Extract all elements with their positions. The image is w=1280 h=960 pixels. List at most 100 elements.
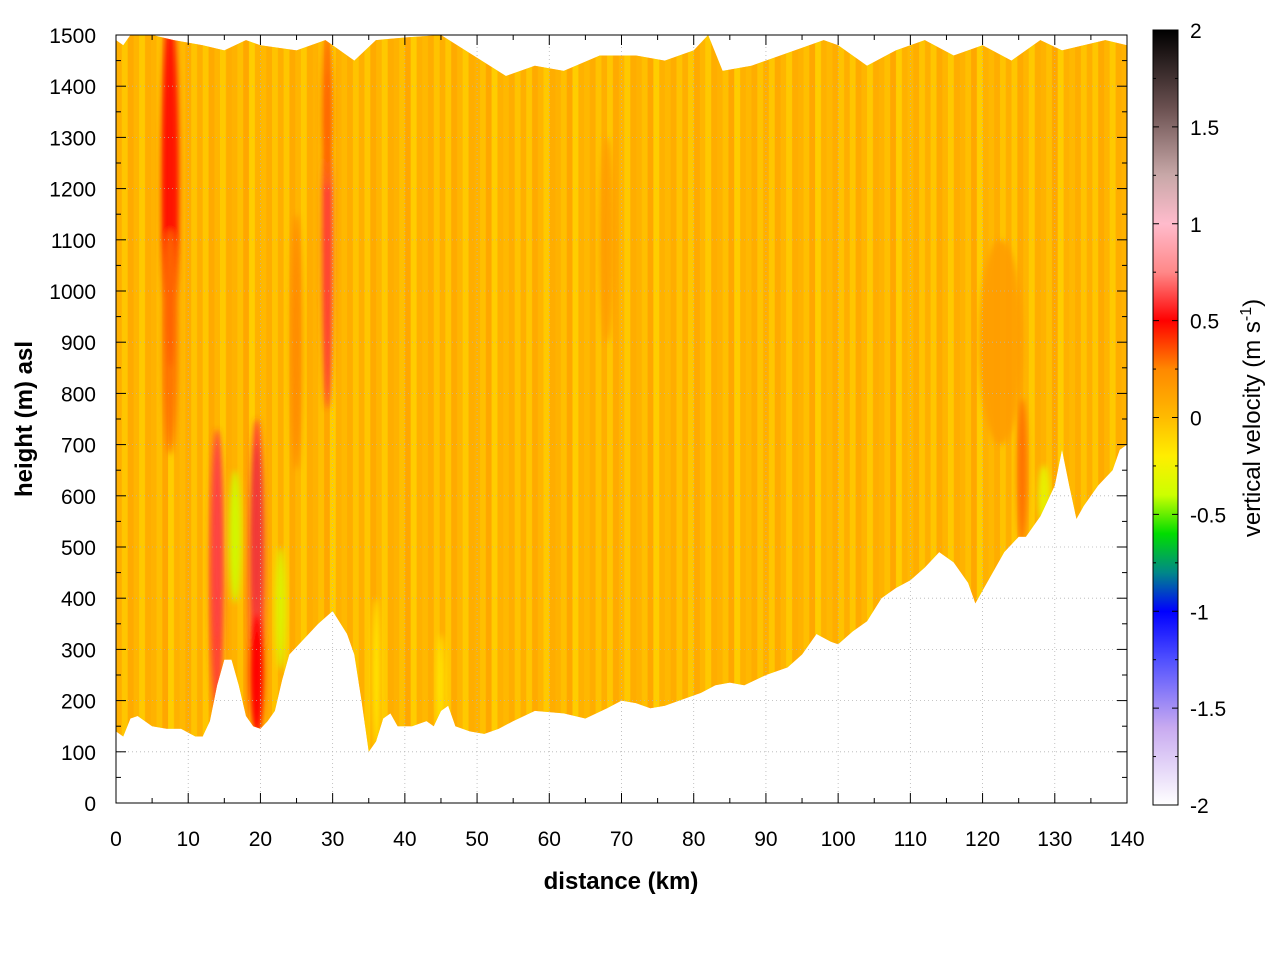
velocity-feature	[162, 229, 178, 455]
y-tick-label: 900	[61, 332, 96, 355]
field-streak	[843, 35, 851, 752]
colorbar-tick-label: 1	[1190, 214, 1202, 237]
field-streak	[150, 35, 157, 752]
field-streak	[202, 35, 209, 752]
field-streak	[231, 35, 238, 752]
field-streak	[508, 35, 516, 752]
field-streak	[635, 35, 643, 752]
field-streak	[774, 35, 781, 752]
field-streak	[768, 35, 776, 752]
field-streak	[491, 35, 498, 752]
field-streak	[537, 35, 545, 752]
field-streak	[942, 35, 949, 752]
x-tick-label: 90	[754, 828, 777, 851]
field-streak	[520, 35, 527, 752]
field-streak	[214, 35, 221, 752]
velocity-feature	[599, 137, 615, 343]
field-streak	[797, 35, 804, 752]
velocity-field-stripes	[116, 35, 1127, 752]
field-streak	[225, 35, 233, 752]
field-streak	[815, 35, 822, 752]
field-streak	[1115, 35, 1122, 752]
field-streak	[595, 35, 602, 752]
field-streak	[618, 35, 625, 752]
field-streak	[445, 35, 452, 752]
x-tick-label: 70	[610, 828, 633, 851]
colorbar-tick-label: -2	[1190, 795, 1209, 818]
field-streak	[739, 35, 747, 752]
field-streak	[375, 35, 383, 752]
field-streak	[687, 35, 695, 752]
field-streak	[485, 35, 493, 752]
field-streak	[861, 35, 868, 752]
y-axis-title: height (m) asl	[11, 341, 38, 497]
field-streak	[560, 35, 568, 752]
x-axis-title: distance (km)	[544, 868, 699, 895]
field-streak	[514, 35, 521, 752]
field-streak	[699, 35, 706, 752]
y-tick-label: 300	[61, 639, 96, 662]
field-streak	[404, 35, 412, 752]
field-streak	[462, 35, 469, 752]
field-streak	[121, 35, 129, 752]
field-streak	[578, 35, 585, 752]
field-streak	[422, 35, 429, 752]
field-streak	[456, 35, 464, 752]
colorbar: 2 1.5 1 0.5 0 -0.5 -1 -1.5 -2 vertical velocity …	[1152, 20, 1266, 818]
field-streak	[1080, 35, 1088, 752]
field-streak	[780, 35, 787, 752]
field-streak	[676, 35, 683, 752]
colorbar-tick-label: 0	[1190, 408, 1202, 431]
field-streak	[358, 35, 365, 752]
field-streak	[693, 35, 700, 752]
field-streak	[300, 35, 308, 752]
field-streak	[566, 35, 573, 752]
field-streak	[971, 35, 978, 752]
colorbar-frame	[1152, 29, 1179, 806]
colorbar-tick-labels: 2 1.5 1 0.5 0 -0.5 -1 -1.5 -2	[1190, 20, 1226, 818]
field-streak	[1103, 35, 1111, 752]
field-streak	[826, 35, 833, 752]
y-tick-label: 0	[84, 793, 96, 816]
plot-frame	[115, 34, 1128, 804]
field-streak	[757, 35, 764, 752]
field-streak	[1109, 35, 1116, 752]
x-tick-labels: 0 10 20 30 40 50 60 70 80 90 100 110 120 130 140	[110, 828, 1144, 851]
field-streak	[312, 35, 319, 752]
field-streak	[820, 35, 828, 752]
field-streak	[335, 35, 342, 752]
field-streak	[219, 35, 227, 752]
field-streak	[526, 35, 533, 752]
colorbar-tick-label: -1.5	[1190, 698, 1226, 721]
field-streak	[341, 35, 348, 752]
velocity-feature	[249, 613, 265, 737]
field-streak	[838, 35, 845, 752]
y-tick-label: 200	[61, 691, 96, 714]
field-streak	[965, 35, 972, 752]
field-streak	[468, 35, 475, 752]
field-streak	[786, 35, 793, 752]
x-tick-label: 80	[682, 828, 705, 851]
y-tick-label: 1000	[49, 281, 96, 304]
field-streak	[901, 35, 908, 752]
x-tick-label: 110	[894, 828, 927, 851]
field-streak	[809, 35, 816, 752]
field-streak	[976, 35, 984, 752]
field-streak	[347, 35, 354, 752]
field-streak	[959, 35, 966, 752]
y-tick-label: 1500	[49, 25, 96, 48]
field-streak	[497, 35, 504, 752]
field-streak	[451, 35, 458, 752]
field-streak	[1051, 35, 1059, 752]
colorbar-title-close: )	[1239, 299, 1266, 307]
field-streak	[1057, 35, 1064, 752]
field-streak	[716, 35, 724, 752]
field-streak	[855, 35, 862, 752]
field-streak	[271, 35, 279, 752]
velocity-feature	[321, 35, 334, 189]
field-streak	[919, 35, 926, 752]
colorbar-title-superscript: -1	[1238, 307, 1255, 321]
x-tick-label: 130	[1037, 828, 1072, 851]
field-streak	[555, 35, 562, 752]
field-streak	[1023, 35, 1030, 752]
